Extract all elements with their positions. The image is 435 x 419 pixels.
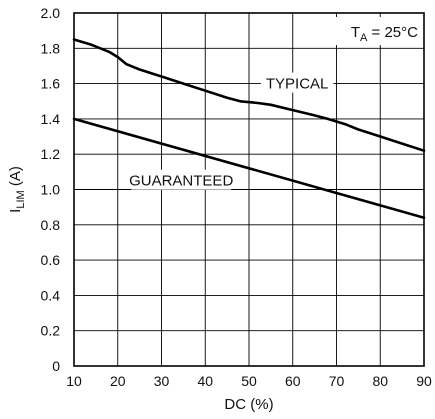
series-line-0	[72, 38, 426, 152]
x-tick-label: 30	[154, 373, 170, 389]
series-lines	[72, 38, 426, 219]
series-label-1: GUARANTEED	[129, 173, 233, 190]
series-label-bg	[260, 72, 334, 93]
x-tick-label: 90	[416, 373, 432, 389]
x-tick-label: 80	[372, 373, 388, 389]
series-label-bg	[131, 169, 232, 190]
tick-labels: 10 20 30 40 50 60 70 80 90 0 0.2 0.4 0.6 0.8 1.0 1.2 1.4…	[41, 5, 432, 389]
y-tick-label: 2.0	[41, 5, 61, 21]
condition-annotation: TA = 25°C	[324, 17, 420, 45]
y-tick-label: 1.6	[41, 76, 61, 92]
condition-subscript: A	[360, 32, 368, 44]
x-tick-label: 60	[285, 373, 301, 389]
y-tick-label: 0.2	[41, 323, 61, 339]
y-tick-label: 0.6	[41, 252, 61, 268]
y-axis-label-main: I	[7, 209, 24, 213]
y-tick-label: 0	[52, 358, 60, 374]
series-line-1	[72, 117, 426, 219]
y-tick-label: 0.4	[41, 287, 61, 303]
y-axis-label-unit: (A)	[7, 166, 24, 190]
y-tick-label: 1.2	[41, 146, 61, 162]
x-tick-label: 70	[329, 373, 345, 389]
series-label-0: TYPICAL	[266, 76, 329, 93]
series-labels: TYPICAL GUARANTEED	[129, 72, 334, 190]
x-tick-label: 20	[110, 373, 126, 389]
y-axis-label-subscript: LIM	[15, 190, 27, 208]
y-tick-label: 1.4	[41, 111, 61, 127]
condition-main: T	[351, 24, 360, 41]
y-tick-label: 0.8	[41, 217, 61, 233]
plot-frame	[73, 12, 425, 367]
svg-text:TA = 25°C: TA = 25°C	[351, 24, 418, 44]
x-tick-label: 40	[197, 373, 213, 389]
x-axis-label: DC (%)	[224, 396, 273, 413]
x-tick-label: 10	[66, 373, 82, 389]
y-tick-label: 1.8	[41, 40, 61, 56]
y-tick-label: 1.0	[41, 182, 61, 198]
x-tick-label: 50	[241, 373, 257, 389]
y-axis-label: ILIM (A)	[7, 166, 27, 213]
grid	[73, 12, 425, 367]
condition-rest: = 25°C	[367, 24, 418, 41]
